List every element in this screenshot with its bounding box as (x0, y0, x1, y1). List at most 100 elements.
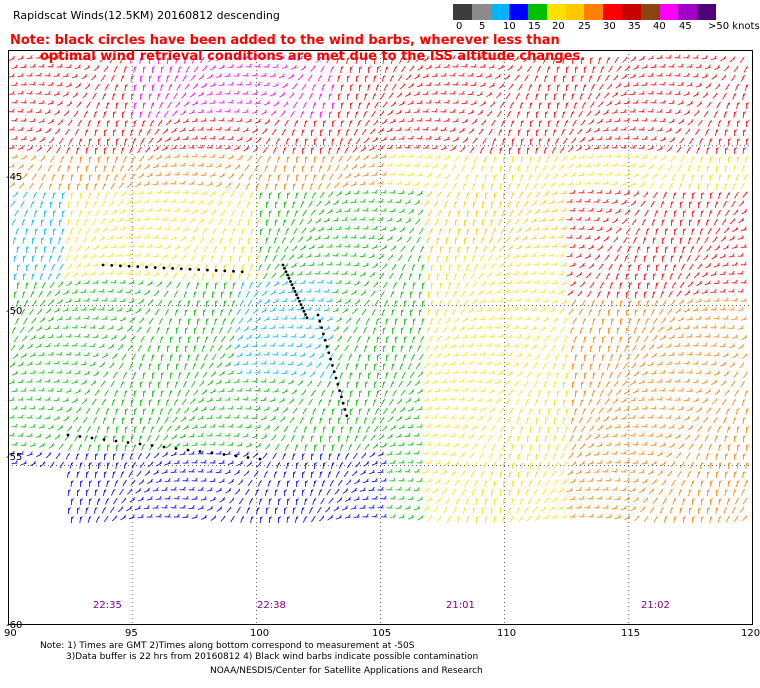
wind-barb (65, 64, 72, 69)
wind-barb (461, 63, 468, 68)
wind-barb (8, 90, 15, 95)
wind-barb (155, 154, 162, 160)
wind-barb (210, 190, 216, 197)
wind-barb (735, 174, 740, 181)
wind-barb (369, 128, 376, 135)
wind-barb (322, 156, 326, 163)
wind-barb (274, 183, 278, 191)
wind-barb (700, 156, 704, 163)
wind-barb (605, 153, 612, 158)
wind-barb (714, 201, 719, 208)
wind-barb (630, 200, 637, 206)
wind-barb (9, 182, 15, 188)
wind-barb (643, 191, 649, 198)
wind-barb (88, 138, 92, 146)
wind-barb (597, 118, 603, 124)
longitude-label: 95 (125, 628, 138, 639)
wind-barb (642, 172, 648, 179)
wind-barb (384, 66, 389, 73)
wind-barb (180, 109, 186, 116)
wind-barb (369, 145, 375, 151)
wind-barb (578, 154, 585, 160)
wind-barb (484, 174, 488, 182)
wind-barb (227, 117, 234, 122)
wind-barb (103, 209, 109, 216)
wind-barb (674, 91, 681, 95)
wind-barb (45, 128, 51, 134)
wind-barb (251, 90, 258, 95)
wind-barb (120, 191, 127, 197)
wind-barb (706, 201, 710, 209)
wind-barb (603, 92, 610, 99)
wind-barb (110, 182, 115, 190)
pass-time-label: 22:38 (257, 600, 286, 611)
legend-label: 40 (653, 21, 666, 32)
wind-barb (380, 189, 387, 194)
contamination-circle (331, 364, 334, 367)
wind-barb (84, 83, 91, 90)
wind-barb (714, 64, 720, 71)
wind-barb (489, 101, 496, 108)
wind-barb (138, 129, 143, 136)
wind-barb (741, 75, 746, 82)
wind-barb (341, 102, 344, 110)
wind-barb (716, 101, 721, 109)
wind-barb (70, 156, 74, 163)
wind-barb (114, 84, 119, 91)
wind-barb (121, 93, 125, 101)
wind-barb (350, 199, 357, 203)
wind-barb (17, 126, 24, 131)
wind-barb (743, 129, 746, 137)
wind-barb (667, 164, 673, 172)
wind-barb (546, 66, 551, 73)
wind-barb (692, 192, 695, 200)
wind-barb (17, 72, 24, 77)
wind-barb (525, 182, 530, 190)
wind-barb (282, 82, 288, 89)
wind-barb (537, 156, 542, 163)
wind-barb (561, 155, 568, 162)
wind-barb (703, 110, 709, 118)
wind-barb (192, 83, 199, 89)
wind-barb (535, 93, 539, 100)
contamination-circle (174, 447, 178, 450)
legend-swatch (603, 4, 623, 20)
wind-barb (59, 201, 62, 209)
wind-barb (452, 99, 459, 104)
wind-barb (449, 127, 456, 132)
wind-barb (709, 192, 713, 200)
wind-barb (731, 74, 736, 82)
wind-barb (491, 119, 496, 127)
wind-barb (286, 156, 290, 164)
wind-barb (697, 201, 701, 209)
wind-barb (739, 200, 745, 207)
wind-barb (741, 165, 746, 172)
wind-barb (347, 93, 350, 101)
wind-barb (316, 200, 322, 207)
wind-barb (401, 65, 406, 73)
contamination-circle (323, 338, 327, 342)
wind-barb (147, 111, 152, 118)
wind-barb (579, 137, 585, 143)
wind-barb (651, 173, 658, 180)
contamination-circle (345, 414, 349, 418)
wind-barb (326, 56, 331, 64)
wind-barb (692, 54, 699, 59)
wind-barb (94, 165, 98, 173)
wind-barb (116, 120, 119, 128)
wind-barb (494, 174, 497, 182)
wind-barb (121, 147, 125, 154)
wind-barb (404, 162, 411, 167)
wind-barb (297, 55, 303, 61)
contamination-circle (341, 401, 345, 405)
wind-barb (43, 210, 47, 218)
wind-barb (425, 64, 432, 70)
wind-barb (191, 208, 198, 214)
wind-barb (44, 109, 51, 115)
wind-barb (614, 153, 621, 158)
wind-barb (495, 92, 502, 99)
wind-barb (578, 110, 583, 118)
wind-barb (597, 74, 602, 82)
wind-barb (639, 55, 645, 61)
wind-barb (206, 108, 213, 113)
